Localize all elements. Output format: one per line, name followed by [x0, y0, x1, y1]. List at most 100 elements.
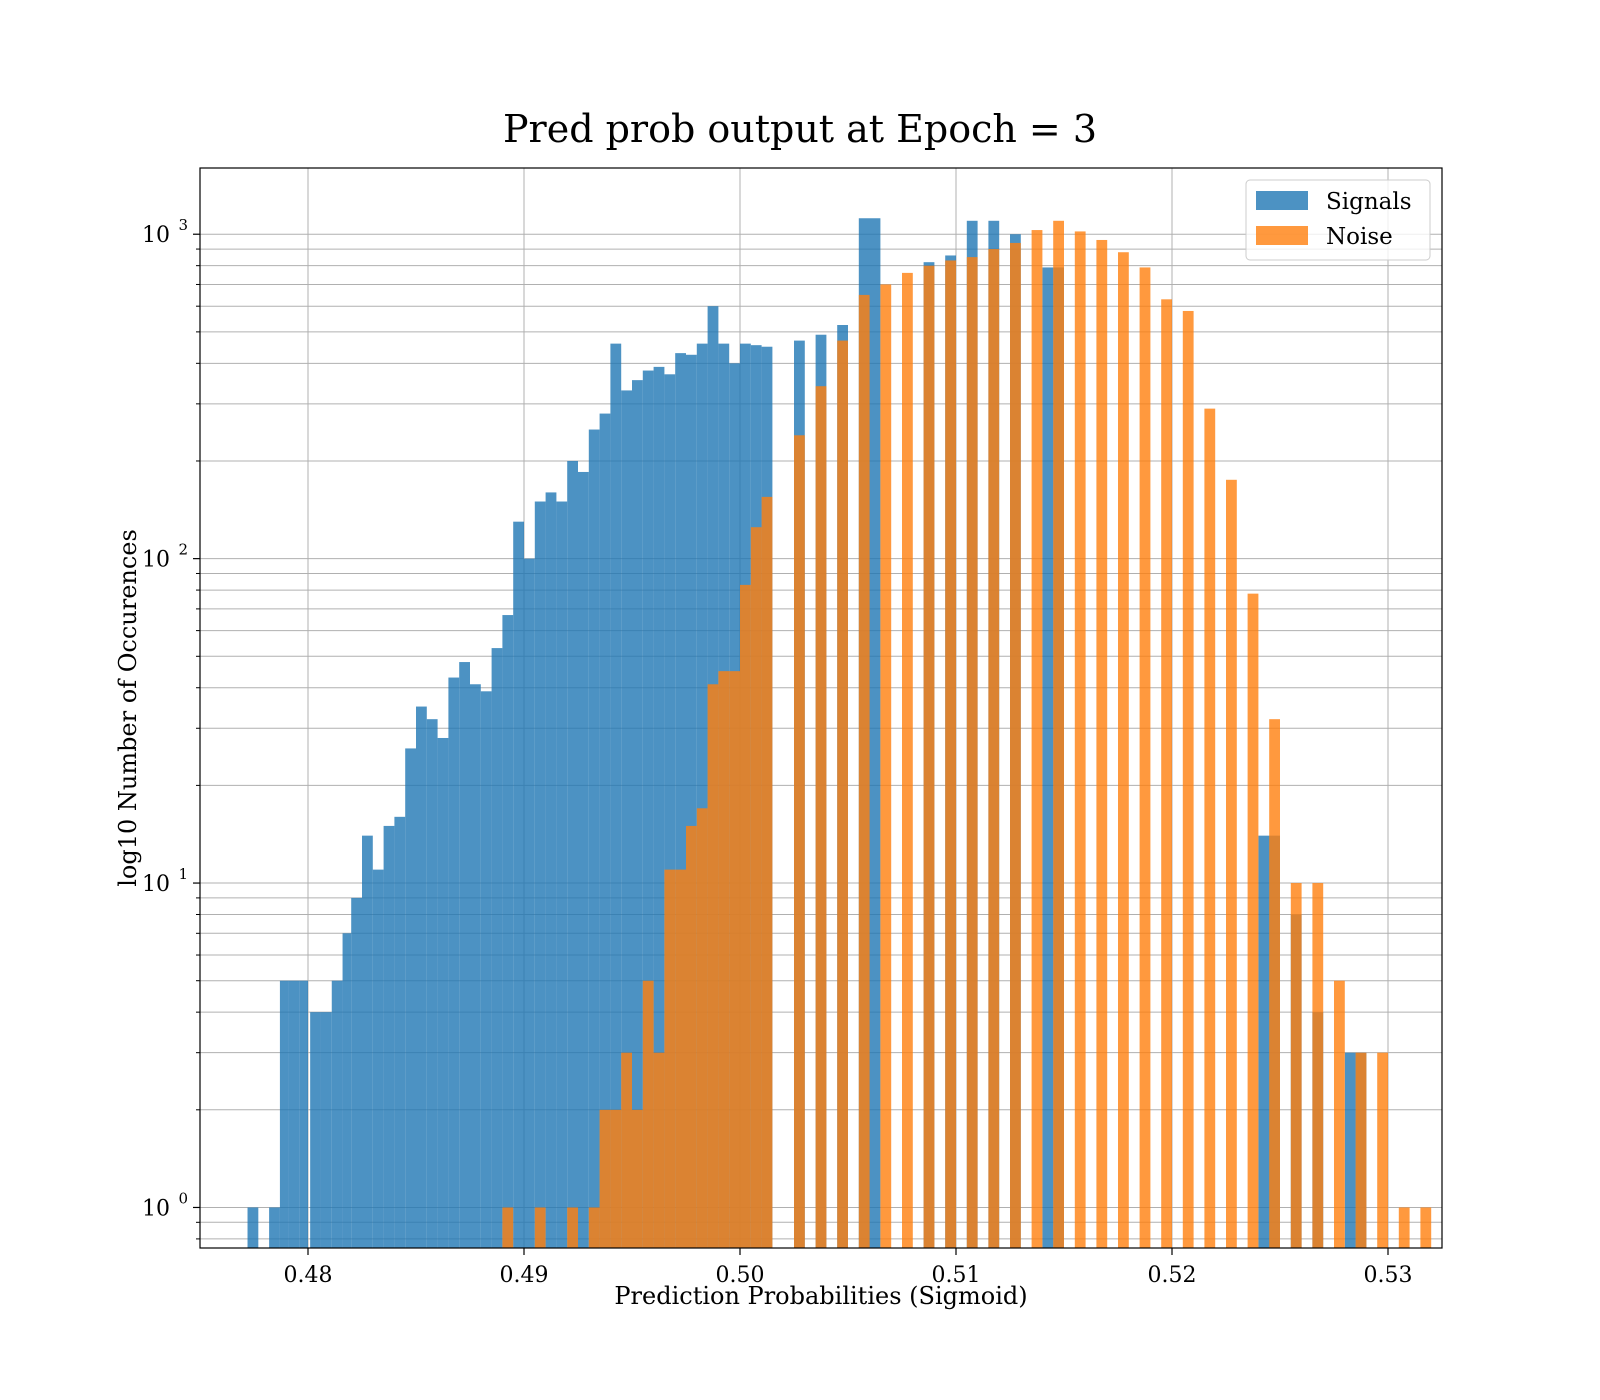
x-tick-label: 0.51 — [932, 1263, 981, 1288]
noise-bar — [1290, 883, 1302, 1248]
signals-bar — [310, 1012, 321, 1248]
noise-series — [502, 220, 1432, 1249]
plot-area: 0.48 0.49 0.50 0.51 0.52 0.53 10 0 10 1 10 2 10 3 — [142, 167, 1443, 1288]
noise-bar — [945, 260, 956, 1248]
noise-bar — [750, 527, 762, 1248]
noise-bar — [534, 1207, 546, 1248]
noise-bar — [610, 1109, 622, 1248]
noise-bar — [1226, 479, 1237, 1248]
noise-bar — [761, 496, 773, 1248]
signals-bar — [588, 429, 600, 1248]
noise-bar — [1377, 1052, 1388, 1248]
noise-bar — [923, 265, 935, 1249]
noise-bar — [729, 671, 740, 1248]
noise-bar — [1420, 1207, 1432, 1248]
noise-bar — [1312, 883, 1324, 1248]
signals-bar — [383, 825, 395, 1248]
signals-bar — [459, 662, 470, 1248]
noise-bar — [621, 1052, 632, 1248]
noise-bar — [707, 684, 719, 1248]
noise-bar — [696, 808, 708, 1248]
noise-bar — [1355, 1052, 1367, 1248]
x-tick-label: 0.52 — [1148, 1263, 1197, 1288]
signals-bar — [1042, 267, 1054, 1248]
signals-bar — [437, 737, 449, 1248]
y-tick-label: 10 — [142, 548, 170, 573]
noise-bar — [1031, 230, 1043, 1249]
y-tick-label: 10 — [142, 872, 170, 897]
noise-bar — [664, 869, 676, 1248]
noise-bar — [966, 257, 978, 1248]
noise-bar — [718, 671, 730, 1248]
signals-bar — [524, 558, 535, 1248]
signals-bar — [331, 980, 343, 1248]
signals-bar — [288, 980, 300, 1248]
x-axis-label: Prediction Probabilities (Sigmoid) — [614, 1282, 1027, 1310]
y-tick-exponent: 1 — [178, 865, 188, 883]
signals-bar — [470, 684, 481, 1248]
noise-bar — [1074, 231, 1086, 1249]
legend-label-signals: Signals — [1326, 189, 1412, 215]
noise-bar — [653, 1052, 665, 1248]
noise-bar — [1139, 267, 1151, 1248]
signals-bar — [320, 1012, 332, 1248]
signals-bar — [567, 460, 578, 1248]
noise-bar — [1182, 310, 1194, 1248]
noise-bar — [1247, 593, 1259, 1248]
signals-bar — [480, 691, 492, 1248]
noise-bar — [588, 1207, 600, 1248]
signals-bar — [1344, 1052, 1356, 1248]
x-axis-ticks: 0.48 0.49 0.50 0.51 0.52 0.53 — [284, 1248, 1413, 1288]
signals-bar — [632, 380, 643, 1248]
noise-bar — [858, 294, 870, 1248]
y-axis-label: log10 Number of Occurences — [114, 529, 142, 887]
x-tick-label: 0.48 — [284, 1263, 333, 1288]
noise-bar — [837, 340, 848, 1248]
signals-bar — [664, 374, 676, 1248]
signals-bar — [653, 366, 665, 1248]
y-tick-exponent: 2 — [178, 541, 188, 559]
noise-bar — [1398, 1207, 1410, 1248]
plot-frame — [199, 167, 1443, 1249]
noise-bar — [1096, 239, 1108, 1248]
signals-bar — [599, 413, 611, 1249]
x-tick-label: 0.53 — [1364, 1263, 1413, 1288]
noise-bar — [988, 249, 1000, 1248]
noise-bar — [880, 284, 892, 1248]
x-tick-label: 0.50 — [716, 1263, 765, 1288]
noise-bar — [1334, 980, 1345, 1248]
signals-bar — [372, 869, 384, 1248]
y-tick-label: 10 — [142, 1196, 170, 1221]
noise-bar — [686, 825, 697, 1248]
signals-bar — [448, 677, 460, 1248]
x-tick-label: 0.49 — [500, 1263, 549, 1288]
signals-bar — [642, 370, 654, 1248]
y-tick-exponent: 3 — [178, 216, 188, 234]
signals-bar — [299, 980, 308, 1248]
noise-bar — [1161, 299, 1172, 1249]
noise-bar — [675, 869, 686, 1248]
signals-bar — [502, 615, 514, 1248]
noise-bar — [740, 584, 751, 1248]
chart-title: Pred prob output at Epoch = 3 — [503, 107, 1097, 151]
signals-bar — [351, 897, 362, 1248]
signals-bar — [696, 343, 708, 1248]
signals-bar — [610, 343, 622, 1248]
signals-bar — [342, 933, 352, 1248]
signals-bar — [621, 390, 632, 1248]
signals-bar — [279, 980, 289, 1248]
signals-bar — [686, 354, 697, 1248]
noise-bar — [902, 272, 913, 1249]
signals-bar — [534, 501, 546, 1248]
signals-bar — [513, 521, 524, 1248]
noise-bar — [1204, 408, 1216, 1249]
signals-bar — [545, 492, 557, 1248]
legend: Signals Noise — [1245, 179, 1431, 261]
signals-bar — [269, 1207, 280, 1248]
noise-bar — [599, 1109, 611, 1248]
signals-bar — [416, 706, 427, 1248]
noise-bar — [1010, 242, 1021, 1248]
noise-bar — [815, 386, 827, 1248]
noise-bar — [567, 1207, 578, 1248]
